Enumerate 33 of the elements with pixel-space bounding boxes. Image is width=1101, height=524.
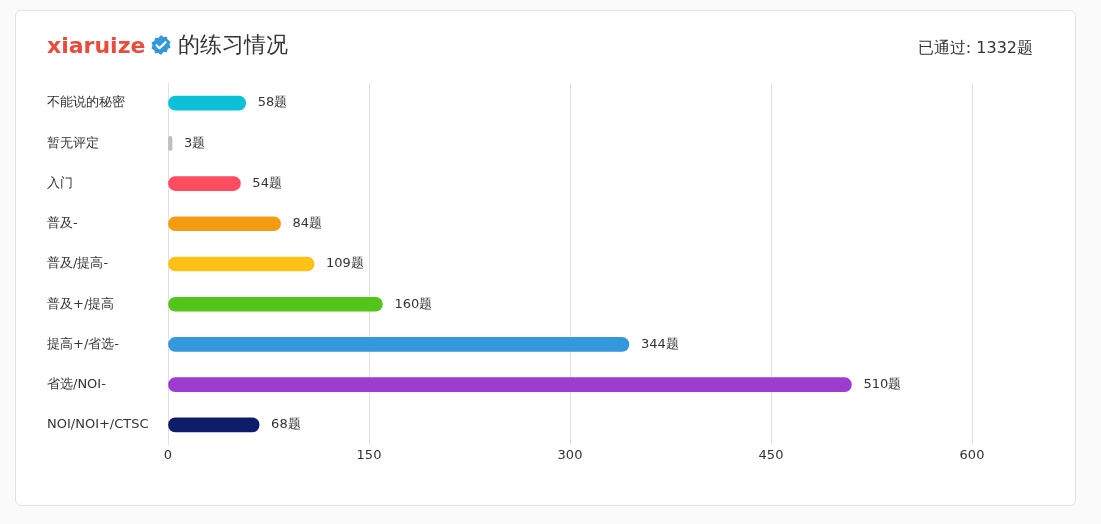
text: 已通过: 1332题 (917, 38, 1033, 59)
data-label: 54题 (252, 174, 282, 190)
bar (168, 95, 247, 111)
bar (168, 417, 260, 433)
y-tick-label: NOI/NOI+/CTSC (47, 416, 149, 432)
x-tick-label: 600 (959, 447, 985, 463)
x-tick-label: 0 (163, 447, 173, 463)
x-tick-label: 300 (557, 447, 583, 463)
bar (168, 337, 630, 352)
chart-title: xiaruize 的练习情况 (47, 32, 289, 58)
y-tick-label: 入门 (47, 174, 73, 190)
y-tick-label: 普及- (47, 215, 78, 231)
x-tick-label: 150 (356, 447, 382, 463)
data-label: 68题 (271, 416, 301, 432)
x-tick-label: 450 (758, 447, 784, 463)
y-tick-label: 不能说的秘密 (47, 94, 125, 110)
bar (168, 377, 852, 392)
bar (168, 256, 315, 272)
data-label: 109题 (326, 255, 364, 271)
y-tick-label: 暂无评定 (47, 134, 99, 150)
data-label: 510题 (863, 376, 902, 392)
bar (168, 216, 281, 232)
y-tick-label: 省选/NOI- (47, 376, 107, 392)
data-label: 344题 (640, 335, 679, 351)
y-tick-label: 普及/提高- (47, 255, 109, 271)
data-label: 160题 (394, 295, 433, 311)
bar (168, 296, 383, 312)
y-tick-label: 普及+/提高 (47, 295, 115, 311)
data-label: 3题 (184, 134, 206, 150)
data-label: 84题 (292, 215, 323, 231)
bar (168, 176, 241, 191)
y-tick-label: 提高+/省选- (47, 335, 120, 351)
data-label: 58题 (257, 94, 288, 110)
